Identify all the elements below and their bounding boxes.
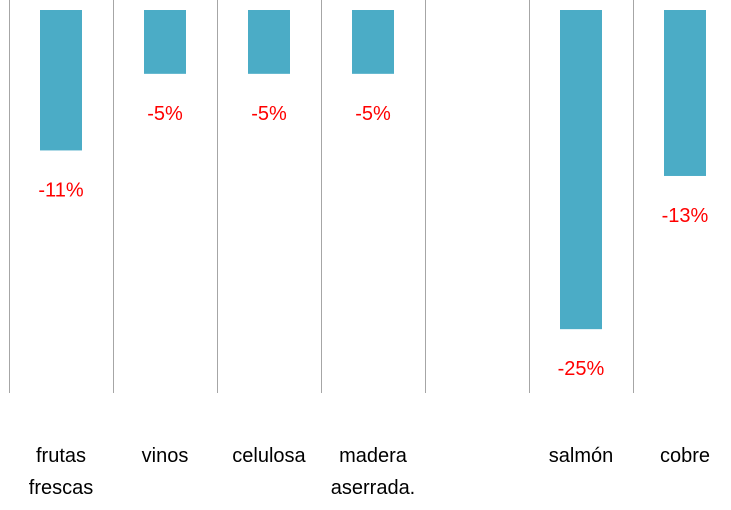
- bar: [560, 10, 602, 330]
- bar: [40, 10, 82, 151]
- value-label: -13%: [662, 205, 709, 227]
- value-label: -11%: [38, 179, 83, 201]
- value-label: -5%: [147, 103, 183, 125]
- bar: [248, 10, 290, 74]
- x-tick-label: madera aserrada.: [331, 445, 416, 499]
- bar: [664, 10, 706, 176]
- value-label: -25%: [558, 358, 605, 380]
- bar: [352, 10, 394, 74]
- x-tick-label: salmón: [549, 445, 613, 467]
- x-tick-label: cobre: [660, 445, 710, 467]
- value-label: -5%: [251, 103, 287, 125]
- bar: [144, 10, 186, 74]
- x-tick-label: vinos: [142, 445, 189, 467]
- x-tick-label: celulosa: [232, 445, 306, 467]
- value-label: -5%: [355, 103, 391, 125]
- x-tick-label: frutas frescas: [29, 445, 93, 499]
